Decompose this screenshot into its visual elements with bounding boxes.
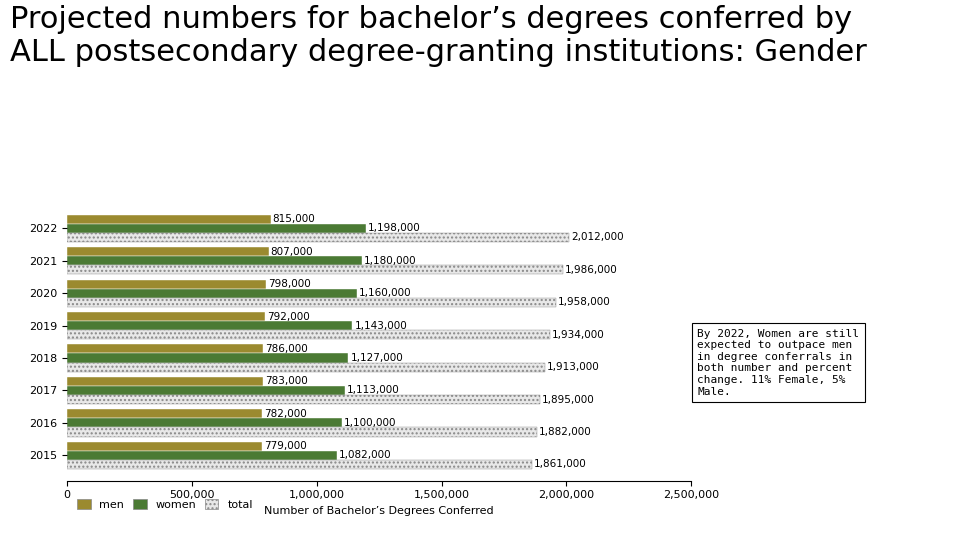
Bar xyxy=(67,362,544,372)
Bar xyxy=(67,377,263,386)
Text: 1,180,000: 1,180,000 xyxy=(364,256,417,266)
Text: 807,000: 807,000 xyxy=(271,247,313,256)
Text: 1,100,000: 1,100,000 xyxy=(344,418,396,428)
Bar xyxy=(67,289,357,298)
Text: 1,082,000: 1,082,000 xyxy=(339,450,392,460)
Bar xyxy=(67,451,337,460)
Text: 782,000: 782,000 xyxy=(264,409,307,419)
Bar xyxy=(67,460,532,469)
Bar xyxy=(67,312,265,321)
Bar xyxy=(67,265,563,274)
Text: 783,000: 783,000 xyxy=(265,376,307,387)
Bar xyxy=(67,224,366,233)
Bar xyxy=(67,298,556,307)
Text: 1,143,000: 1,143,000 xyxy=(354,321,407,330)
Text: 2,012,000: 2,012,000 xyxy=(571,232,624,242)
Bar xyxy=(67,428,537,436)
Bar xyxy=(67,345,263,354)
Text: 1,160,000: 1,160,000 xyxy=(359,288,411,298)
Text: 1,986,000: 1,986,000 xyxy=(564,265,617,275)
Bar xyxy=(67,395,540,404)
Bar xyxy=(67,256,362,265)
Bar xyxy=(67,215,271,224)
Text: 798,000: 798,000 xyxy=(269,279,311,289)
Bar xyxy=(67,280,266,289)
Bar xyxy=(67,354,348,362)
Text: By 2022, Women are still
expected to outpace men
in degree conferrals in
both nu: By 2022, Women are still expected to out… xyxy=(697,329,859,397)
Text: 1,958,000: 1,958,000 xyxy=(558,297,611,307)
Text: 815,000: 815,000 xyxy=(273,214,316,224)
Bar xyxy=(67,442,262,451)
Text: 1,895,000: 1,895,000 xyxy=(542,395,595,404)
Legend: men, women, total: men, women, total xyxy=(73,495,257,515)
Text: 1,127,000: 1,127,000 xyxy=(350,353,403,363)
Bar xyxy=(67,386,345,395)
Bar xyxy=(67,321,352,330)
Text: Projected numbers for bachelor’s degrees conferred by
ALL postsecondary degree-g: Projected numbers for bachelor’s degrees… xyxy=(10,5,867,67)
Bar xyxy=(67,418,342,428)
Text: 792,000: 792,000 xyxy=(267,312,310,321)
Bar xyxy=(67,409,262,418)
Text: 1,113,000: 1,113,000 xyxy=(347,386,399,395)
Bar xyxy=(67,330,550,339)
Bar xyxy=(67,247,269,256)
Text: 779,000: 779,000 xyxy=(264,441,306,451)
Text: 1,198,000: 1,198,000 xyxy=(369,224,421,233)
Text: 1,861,000: 1,861,000 xyxy=(534,460,587,469)
Bar xyxy=(67,233,569,242)
Text: 1,913,000: 1,913,000 xyxy=(546,362,599,372)
Text: 1,934,000: 1,934,000 xyxy=(552,330,605,340)
Text: 1,882,000: 1,882,000 xyxy=(539,427,591,437)
Text: 786,000: 786,000 xyxy=(265,344,308,354)
X-axis label: Number of Bachelor’s Degrees Conferred: Number of Bachelor’s Degrees Conferred xyxy=(264,506,494,516)
